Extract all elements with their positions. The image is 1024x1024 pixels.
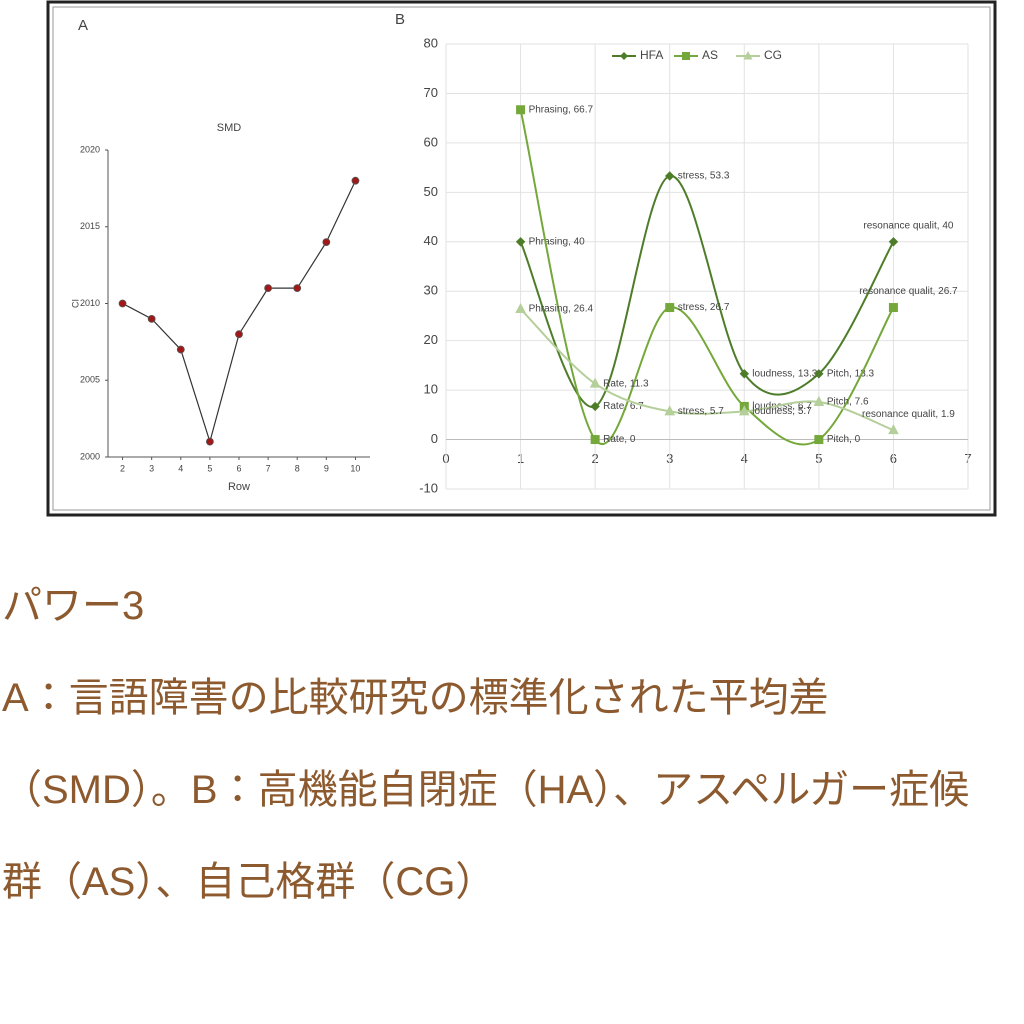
y-axis-label: CI [70,299,80,308]
data-point [739,369,749,379]
y-tick-label: 2005 [80,375,100,385]
x-tick-label: 2 [120,463,125,473]
y-tick-label: 2000 [80,451,100,461]
data-point [322,238,331,247]
data-point [888,237,899,247]
panel-label: A [78,17,88,34]
y-tick-label: 70 [424,85,438,100]
data-point [888,303,898,313]
data-label: Rate, 11.3 [603,378,649,389]
y-tick-label: 40 [424,233,438,248]
chart-title: SMD [217,122,242,134]
x-tick-label: 7 [266,463,271,473]
data-label: resonance qualit, 26.7 [859,286,958,297]
x-tick-label: 10 [350,463,360,473]
data-point [264,284,273,293]
series-line [519,109,895,446]
data-point [516,105,526,115]
data-label: Pitch, 0 [827,434,861,445]
data-point [351,176,360,185]
data-point [813,395,825,406]
y-tick-label: 80 [424,35,438,50]
x-tick-label: 9 [324,463,329,473]
y-tick-label: 30 [424,283,438,298]
y-tick-label: 2020 [80,144,100,154]
y-tick-label: -10 [419,480,438,495]
x-tick-label: 8 [295,463,300,473]
data-point [293,284,302,293]
data-label: Rate, 0 [603,434,636,445]
data-point [147,314,156,323]
legend-marker [682,52,690,60]
data-point [738,405,750,416]
data-label: Phrasing, 66.7 [529,104,594,115]
y-tick-label: 2015 [80,221,100,231]
data-label: stress, 26.7 [678,302,730,313]
data-label: Rate, 6.7 [603,401,644,412]
x-tick-label: 6 [236,463,241,473]
data-point [235,330,243,339]
legend-marker [743,51,753,60]
x-tick-label: 5 [207,463,212,473]
legend-marker [620,52,628,60]
figure-frame [46,0,997,517]
legend-label: AS [702,48,718,62]
data-label: stress, 5.7 [678,406,725,417]
data-point [590,435,600,445]
figure-frame-inner [52,6,991,511]
legend-label: HFA [640,48,663,62]
data-point [589,377,601,388]
data-label: Pitch, 13.3 [827,368,875,379]
x-tick-label: 4 [178,463,183,473]
data-label: resonance qualit, 40 [863,220,954,231]
data-point [515,237,526,247]
data-point [814,435,824,445]
data-point [814,369,824,379]
data-point [664,405,676,416]
caption-title: パワー3 [2,584,145,628]
y-tick-label: 20 [424,332,438,347]
series-line [122,180,356,444]
data-point [176,345,185,354]
data-label: loudness, 6.7 [752,401,812,412]
caption: パワー3 A：言語障害の比較研究の標準化された平均差（SMD）。B：高機能自閉症… [2,560,1002,928]
caption-text: A：言語障害の比較研究の標準化された平均差（SMD）。B：高機能自閉症（HA）、… [2,676,970,904]
data-point [665,303,675,313]
data-point [888,424,899,435]
y-tick-label: 2010 [80,298,100,308]
data-point [205,437,214,446]
y-tick-label: 50 [424,184,438,199]
data-label: resonance qualit, 1.9 [862,409,955,420]
data-label: loudness, 13.3 [752,368,817,379]
data-point [590,401,600,412]
data-point [515,302,526,314]
legend-label: CG [764,48,782,62]
data-label: Phrasing, 40 [529,236,586,247]
data-point [665,171,675,181]
data-label: Phrasing, 26.4 [529,304,594,315]
y-tick-label: 0 [431,431,438,446]
x-tick-label: 3 [149,463,154,473]
data-label: Pitch, 7.6 [827,397,869,408]
y-tick-label: 10 [424,382,438,397]
panel-label: B [395,11,405,28]
data-label: loudness, 5.7 [752,406,812,417]
data-label: stress, 53.3 [678,171,730,182]
data-point [118,299,127,308]
y-tick-label: 60 [424,134,438,149]
x-axis-label: Row [228,481,250,493]
